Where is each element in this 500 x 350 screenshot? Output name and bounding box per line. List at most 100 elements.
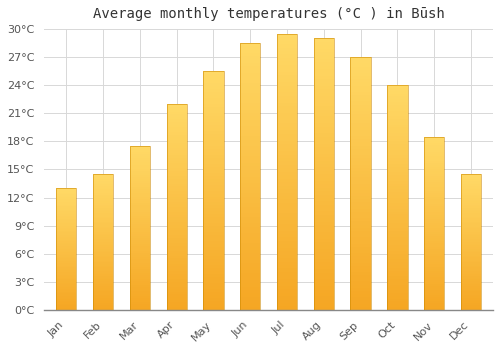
Bar [204, 152, 224, 155]
Bar [388, 119, 407, 122]
Bar [388, 197, 407, 201]
Bar [461, 206, 481, 208]
Bar [314, 174, 334, 177]
Bar [240, 253, 260, 257]
Bar [204, 199, 224, 203]
Bar [277, 134, 297, 137]
Bar [461, 205, 481, 206]
Bar [424, 297, 444, 299]
Bar [93, 293, 113, 295]
Bar [277, 120, 297, 124]
Bar [93, 225, 113, 227]
Bar [166, 266, 186, 269]
Bar [350, 60, 370, 63]
Bar [93, 239, 113, 240]
Bar [240, 97, 260, 100]
Bar [424, 262, 444, 265]
Bar [240, 203, 260, 206]
Bar [56, 211, 76, 212]
Bar [350, 288, 370, 291]
Bar [166, 145, 186, 148]
Bar [314, 93, 334, 96]
Bar [314, 273, 334, 276]
Bar [240, 83, 260, 86]
Bar [277, 151, 297, 155]
Bar [388, 282, 407, 285]
Bar [56, 267, 76, 269]
Bar [204, 137, 224, 140]
Bar [424, 195, 444, 197]
Bar [424, 180, 444, 182]
Bar [424, 210, 444, 212]
Bar [314, 211, 334, 215]
Bar [314, 38, 334, 310]
Bar [56, 261, 76, 263]
Bar [388, 91, 407, 94]
Bar [350, 247, 370, 250]
Bar [166, 264, 186, 266]
Bar [166, 248, 186, 251]
Bar [424, 137, 444, 139]
Bar [277, 103, 297, 106]
Bar [388, 229, 407, 231]
Bar [204, 149, 224, 152]
Bar [350, 240, 370, 244]
Bar [204, 241, 224, 244]
Bar [388, 85, 407, 310]
Bar [240, 156, 260, 160]
Bar [166, 235, 186, 238]
Bar [424, 223, 444, 225]
Bar [424, 199, 444, 202]
Bar [424, 193, 444, 195]
Bar [350, 57, 370, 310]
Bar [277, 303, 297, 307]
Bar [277, 106, 297, 110]
Bar [277, 244, 297, 248]
Bar [130, 152, 150, 154]
Bar [166, 305, 186, 307]
Bar [166, 307, 186, 310]
Bar [350, 63, 370, 66]
Bar [277, 68, 297, 72]
Bar [314, 171, 334, 174]
Bar [388, 164, 407, 167]
Bar [350, 139, 370, 142]
Bar [461, 215, 481, 217]
Bar [93, 244, 113, 245]
Bar [424, 306, 444, 308]
Bar [424, 169, 444, 171]
Bar [240, 117, 260, 120]
Bar [130, 298, 150, 300]
Bar [461, 186, 481, 188]
Bar [240, 233, 260, 237]
Bar [461, 233, 481, 235]
Bar [314, 184, 334, 188]
Bar [93, 198, 113, 199]
Bar [204, 104, 224, 107]
Bar [93, 267, 113, 269]
Bar [388, 85, 407, 88]
Bar [56, 252, 76, 254]
Bar [461, 183, 481, 184]
Bar [277, 234, 297, 237]
Bar [56, 275, 76, 276]
Bar [388, 243, 407, 245]
Bar [461, 222, 481, 223]
Bar [461, 278, 481, 279]
Bar [314, 283, 334, 286]
Bar [314, 72, 334, 76]
Bar [130, 224, 150, 226]
Bar [277, 203, 297, 206]
Bar [56, 240, 76, 241]
Bar [166, 269, 186, 271]
Bar [350, 120, 370, 124]
Bar [93, 251, 113, 252]
Bar [240, 133, 260, 136]
Bar [130, 191, 150, 193]
Bar [56, 206, 76, 208]
Bar [93, 210, 113, 211]
Bar [93, 305, 113, 307]
Bar [240, 210, 260, 213]
Bar [130, 185, 150, 187]
Bar [166, 212, 186, 215]
